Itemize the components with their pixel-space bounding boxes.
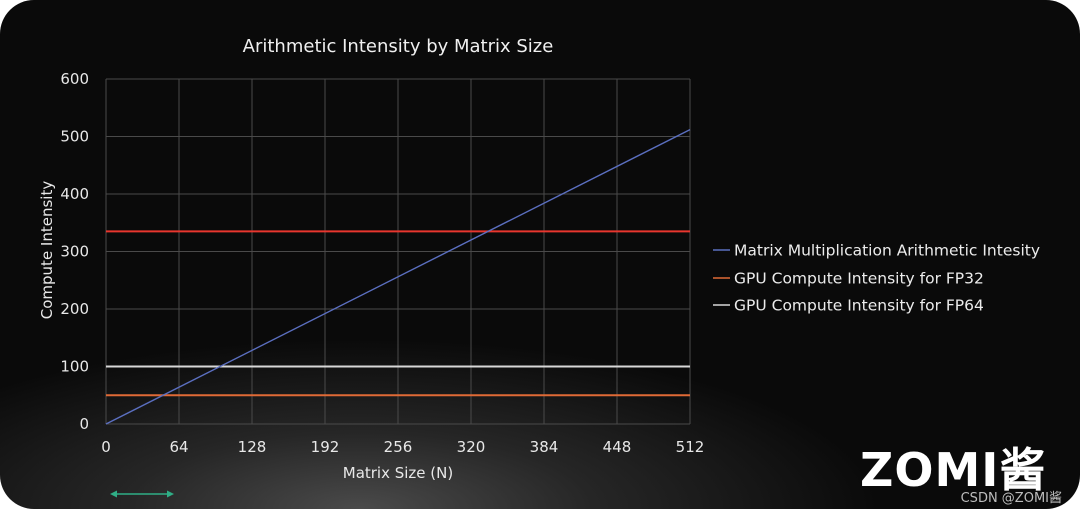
x-tick-label: 384 — [530, 438, 559, 456]
legend-entry: GPU Compute Intensity for FP32 — [734, 270, 984, 288]
y-tick-labels: 0 100 200 300 400 500 600 — [60, 70, 89, 433]
marker-arrowhead-left — [110, 490, 117, 498]
legend-entry: Matrix Multiplication Arithmetic Intesit… — [734, 242, 1040, 260]
x-tick-label: 256 — [384, 438, 413, 456]
y-tick-label: 0 — [79, 415, 89, 433]
zomi-logo: ZOMI酱 — [860, 443, 1047, 497]
y-tick-label: 600 — [60, 70, 89, 88]
x-axis-label: Matrix Size (N) — [343, 464, 453, 482]
y-axis-label: Compute Intensity — [38, 181, 56, 320]
x-tick-label: 192 — [311, 438, 340, 456]
x-tick-label: 0 — [101, 438, 111, 456]
y-tick-label: 100 — [60, 358, 89, 376]
x-tick-label: 64 — [169, 438, 188, 456]
chart-title: Arithmetic Intensity by Matrix Size — [243, 36, 554, 57]
x-tick-label: 320 — [457, 438, 486, 456]
x-tick-label: 512 — [676, 438, 705, 456]
y-tick-label: 200 — [60, 300, 89, 318]
chart-grid — [105, 78, 691, 425]
x-tick-labels: 0 64 128 192 256 320 384 448 512 — [101, 438, 704, 456]
series-line-1 — [105, 128, 691, 425]
legend-entry: GPU Compute Intensity for FP64 — [734, 297, 984, 315]
csdn-watermark: CSDN @ZOMI酱 — [960, 491, 1062, 506]
range-marker-arrow — [110, 490, 174, 498]
chart-legend: Matrix Multiplication Arithmetic Intesit… — [713, 242, 1040, 315]
y-tick-label: 400 — [60, 185, 89, 203]
x-tick-label: 448 — [603, 438, 632, 456]
x-tick-label: 128 — [238, 438, 267, 456]
y-tick-label: 500 — [60, 128, 89, 146]
marker-arrowhead-right — [167, 490, 174, 498]
y-tick-label: 300 — [60, 243, 89, 261]
chart-series-lines — [105, 128, 691, 425]
